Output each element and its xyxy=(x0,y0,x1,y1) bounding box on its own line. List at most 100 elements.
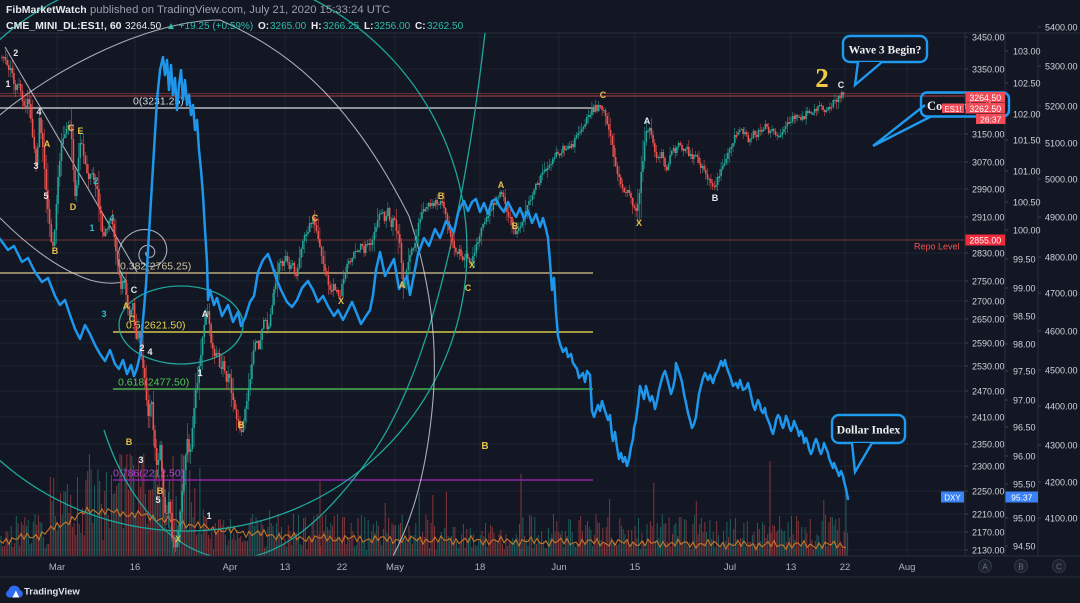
svg-text:0.786(2212.50): 0.786(2212.50) xyxy=(113,468,184,480)
svg-text:O:: O: xyxy=(258,21,269,32)
svg-text:2: 2 xyxy=(139,343,144,353)
svg-text:4: 4 xyxy=(109,213,114,223)
svg-text:0.5(2621.50): 0.5(2621.50) xyxy=(126,320,186,332)
svg-text:4100.00: 4100.00 xyxy=(1045,514,1078,524)
svg-text:A: A xyxy=(982,563,988,572)
svg-text:101.00: 101.00 xyxy=(1013,167,1041,177)
svg-text:99.50: 99.50 xyxy=(1013,255,1036,265)
svg-text:22: 22 xyxy=(337,562,348,573)
svg-text:5: 5 xyxy=(43,191,48,201)
svg-text:95.37: 95.37 xyxy=(1011,493,1033,503)
svg-text:X: X xyxy=(636,218,642,228)
svg-text:2: 2 xyxy=(13,48,18,58)
svg-text:96.50: 96.50 xyxy=(1013,423,1036,433)
svg-text:Apr: Apr xyxy=(223,562,238,573)
svg-text:4400.00: 4400.00 xyxy=(1045,402,1078,412)
svg-text:0(3231.25): 0(3231.25) xyxy=(133,96,184,108)
svg-text:98.50: 98.50 xyxy=(1013,312,1036,322)
svg-text:97.00: 97.00 xyxy=(1013,396,1036,406)
svg-text:1: 1 xyxy=(206,511,211,521)
svg-text:A: A xyxy=(44,139,51,149)
svg-text:1: 1 xyxy=(197,368,202,378)
svg-text:CME_MINI_DL:ES1!, 60: CME_MINI_DL:ES1!, 60 xyxy=(6,20,122,32)
svg-text:101.50: 101.50 xyxy=(1013,136,1041,146)
svg-text:2210.00: 2210.00 xyxy=(972,510,1005,520)
svg-text:99.00: 99.00 xyxy=(1013,284,1036,294)
svg-text:4700.00: 4700.00 xyxy=(1045,289,1078,299)
svg-text:H:: H: xyxy=(311,21,322,32)
svg-text:2830.00: 2830.00 xyxy=(972,249,1005,259)
svg-text:4800.00: 4800.00 xyxy=(1045,253,1078,263)
svg-text:3350.00: 3350.00 xyxy=(972,65,1005,75)
svg-text:16: 16 xyxy=(130,562,141,573)
svg-text:B: B xyxy=(438,191,445,201)
svg-text:1: 1 xyxy=(89,223,94,233)
svg-text:5400.00: 5400.00 xyxy=(1045,23,1078,33)
svg-text:94.50: 94.50 xyxy=(1013,542,1036,552)
svg-text:5100.00: 5100.00 xyxy=(1045,139,1078,149)
svg-text:3: 3 xyxy=(138,455,143,465)
svg-text:C: C xyxy=(465,283,472,293)
svg-text:D: D xyxy=(70,202,77,212)
svg-text:22: 22 xyxy=(840,562,851,573)
svg-text:0.382(2765.25): 0.382(2765.25) xyxy=(120,261,191,273)
svg-text:X: X xyxy=(175,534,181,544)
svg-text:C: C xyxy=(838,80,845,90)
svg-text:102.00: 102.00 xyxy=(1013,110,1041,120)
svg-text:3: 3 xyxy=(101,309,106,319)
svg-text:B: B xyxy=(481,441,488,452)
svg-text:2: 2 xyxy=(815,63,829,93)
svg-text:C: C xyxy=(312,213,319,223)
svg-text:2855.00: 2855.00 xyxy=(969,236,1001,246)
svg-text:FibMarketWatch: FibMarketWatch xyxy=(6,4,87,16)
svg-text:2910.00: 2910.00 xyxy=(972,213,1005,223)
svg-text:B: B xyxy=(712,193,719,203)
svg-text:Jun: Jun xyxy=(551,562,566,573)
svg-text:2130.00: 2130.00 xyxy=(972,546,1005,556)
svg-text:B: B xyxy=(1018,563,1023,572)
svg-text:95.00: 95.00 xyxy=(1013,514,1036,524)
svg-text:ES1!: ES1! xyxy=(945,105,962,114)
svg-text:95.50: 95.50 xyxy=(1013,480,1036,490)
svg-text:18: 18 xyxy=(475,562,486,573)
svg-text:3150.00: 3150.00 xyxy=(972,130,1005,140)
svg-text:2170.00: 2170.00 xyxy=(972,528,1005,538)
svg-text:2250.00: 2250.00 xyxy=(972,487,1005,497)
svg-text:C: C xyxy=(131,285,138,295)
svg-text:2300.00: 2300.00 xyxy=(972,462,1005,472)
svg-text:B: B xyxy=(52,246,59,256)
svg-text:2990.00: 2990.00 xyxy=(972,185,1005,195)
svg-text:C: C xyxy=(68,123,75,133)
svg-text:Wave 3 Begin?: Wave 3 Begin? xyxy=(849,45,922,57)
svg-text:C: C xyxy=(129,314,136,324)
svg-text:3264.50: 3264.50 xyxy=(969,93,1001,103)
svg-text:3265.00: 3265.00 xyxy=(270,21,307,32)
svg-text:98.00: 98.00 xyxy=(1013,340,1036,350)
svg-text:Mar: Mar xyxy=(49,562,65,573)
svg-text:C: C xyxy=(1056,563,1062,572)
svg-text:published on TradingView.com,: published on TradingView.com, July 21, 2… xyxy=(90,4,390,16)
svg-text:3450.00: 3450.00 xyxy=(972,33,1005,43)
svg-text:C: C xyxy=(600,90,607,100)
svg-text:3262.50: 3262.50 xyxy=(969,104,1001,114)
svg-text:A: A xyxy=(202,309,209,319)
svg-text:0.618(2477.50): 0.618(2477.50) xyxy=(118,377,189,389)
svg-text:X: X xyxy=(469,260,475,270)
svg-text:C:: C: xyxy=(415,21,426,32)
svg-text:Aug: Aug xyxy=(899,562,916,573)
svg-text:May: May xyxy=(386,562,404,573)
svg-text:4: 4 xyxy=(147,347,152,357)
svg-text:96.00: 96.00 xyxy=(1013,452,1036,462)
svg-text:A: A xyxy=(123,301,130,311)
svg-text:Jul: Jul xyxy=(724,562,736,573)
svg-text:X: X xyxy=(338,296,344,306)
svg-text:3: 3 xyxy=(33,161,38,171)
svg-text:5200.00: 5200.00 xyxy=(1045,102,1078,112)
svg-text:100.00: 100.00 xyxy=(1013,226,1041,236)
svg-text:2470.00: 2470.00 xyxy=(972,387,1005,397)
svg-text:A: A xyxy=(498,180,505,190)
svg-text:3266.25: 3266.25 xyxy=(323,21,360,32)
svg-text:5300.00: 5300.00 xyxy=(1045,62,1078,72)
svg-text:3070.00: 3070.00 xyxy=(972,158,1005,168)
svg-text:L:: L: xyxy=(364,21,373,32)
